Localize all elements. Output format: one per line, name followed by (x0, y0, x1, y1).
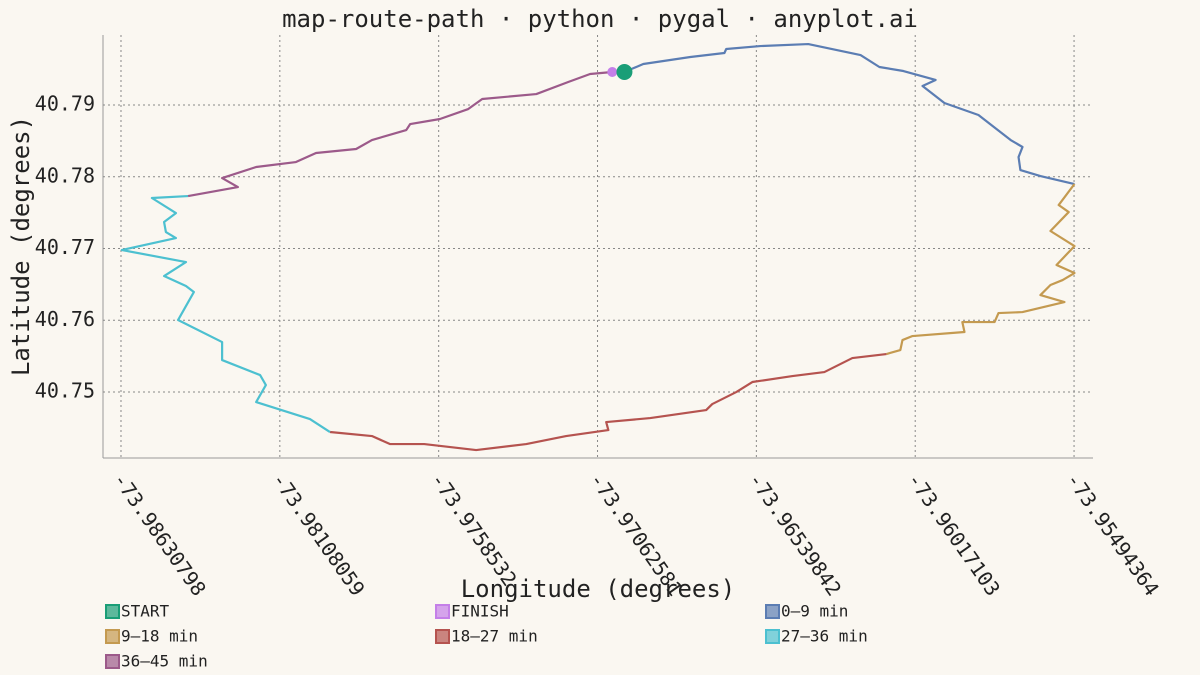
route-line (886, 183, 1076, 356)
chart-title: map-route-path · python · pygal · anyplo… (282, 5, 918, 33)
legend-label: START (121, 602, 170, 621)
y-tick-label: 40.78 (35, 163, 95, 187)
y-tick-label: 40.77 (35, 235, 95, 259)
route-marker (616, 64, 633, 81)
y-tick-label: 40.75 (35, 378, 95, 402)
legend-label: FINISH (451, 602, 509, 621)
legend-swatch (105, 604, 120, 619)
legend-swatch (765, 604, 780, 619)
legend-label: 27–36 min (781, 627, 868, 646)
route-line (624, 42, 1075, 186)
x-axis-label: Longitude (degrees) (461, 575, 736, 603)
legend-label: 9–18 min (121, 627, 198, 646)
legend-label: 36–45 min (121, 652, 208, 671)
route-marker (607, 67, 618, 78)
legend-swatch (105, 654, 120, 669)
y-tick-label: 40.79 (35, 92, 95, 116)
legend-swatch (435, 604, 450, 619)
legend-label: 18–27 min (451, 627, 538, 646)
y-axis-label: Latitude (degrees) (7, 116, 35, 376)
legend-swatch (105, 629, 120, 644)
legend-swatch (765, 629, 780, 644)
route-line (120, 194, 331, 433)
legend-label: 0–9 min (781, 602, 848, 621)
route-line (187, 70, 613, 198)
route-line (329, 352, 887, 452)
y-tick-label: 40.76 (35, 307, 95, 331)
legend-swatch (435, 629, 450, 644)
